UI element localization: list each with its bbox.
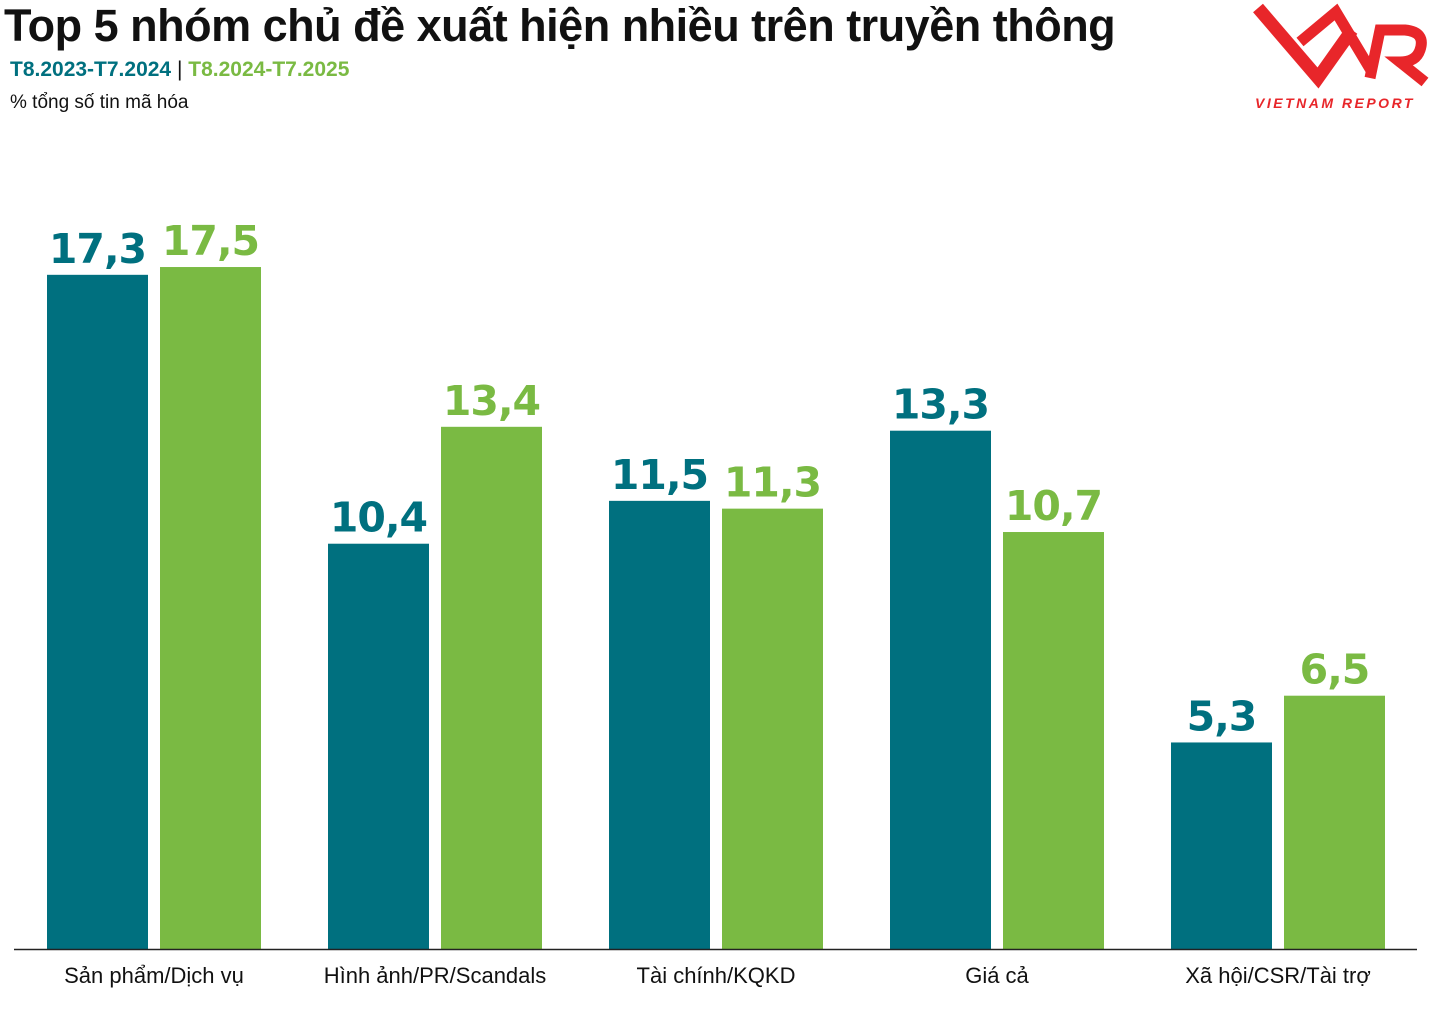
- value-label-series1-cat2: 10,4: [330, 494, 427, 542]
- bar-series2-cat1: [160, 267, 261, 949]
- logo-r-shape: [1364, 24, 1429, 87]
- legend: T8.2023-T7.2024 | T8.2024-T7.2025: [10, 58, 349, 82]
- legend-separator: |: [176, 58, 183, 81]
- bars-group: [47, 267, 1385, 950]
- category-label-4: Giá cả: [965, 963, 1029, 988]
- value-label-series2-cat4: 10,7: [1005, 482, 1102, 530]
- bar-series1-cat4: [890, 430, 991, 950]
- value-label-series2-cat2: 13,4: [443, 377, 540, 425]
- value-label-series1-cat3: 11,5: [611, 451, 708, 499]
- bar-series2-cat5: [1284, 695, 1385, 949]
- value-label-series1-cat1: 17,3: [49, 225, 146, 273]
- logo-v-shape: [1253, 3, 1358, 89]
- bar-series2-cat4: [1003, 532, 1104, 949]
- value-label-series2-cat5: 6,5: [1300, 646, 1370, 694]
- legend-series-2: T8.2024-T7.2025: [188, 58, 350, 81]
- bar-series2-cat3: [722, 508, 823, 949]
- value-label-series1-cat5: 5,3: [1187, 692, 1257, 740]
- bar-series1-cat3: [609, 500, 710, 949]
- value-label-series2-cat3: 11,3: [724, 459, 821, 507]
- bar-series1-cat1: [47, 274, 148, 950]
- category-label-5: Xã hội/CSR/Tài trợ: [1185, 963, 1371, 988]
- bar-series1-cat2: [328, 543, 429, 949]
- unit-label: % tổng số tin mã hóa: [10, 92, 189, 113]
- category-labels-group: Sản phẩm/Dịch vụ Hình ảnh/PR/Scandals Tài …: [64, 963, 1371, 988]
- category-label-3: Tài chính/KQKD: [637, 963, 796, 988]
- category-label-1: Sản phẩm/Dịch vụ: [64, 963, 244, 988]
- logo-text: VIETNAM REPORT: [1255, 95, 1415, 111]
- legend-series-1: T8.2023-T7.2024: [10, 58, 172, 81]
- value-label-series1-cat4: 13,3: [892, 381, 989, 429]
- logo-n-shape: [1296, 3, 1377, 75]
- bar-series1-cat5: [1171, 742, 1272, 949]
- value-label-series2-cat1: 17,5: [162, 217, 259, 265]
- chart-title: Top 5 nhóm chủ đề xuất hiện nhiều trên t…: [4, 0, 1116, 51]
- category-label-2: Hình ảnh/PR/Scandals: [324, 963, 547, 988]
- value-labels-group: 17,3 17,5 10,4 13,4 11,5 11,3 13,3 10,7 5,3 6,5: [49, 217, 1370, 740]
- vietnam-report-logo: VIETNAM REPORT: [1253, 3, 1429, 111]
- bar-series2-cat2: [441, 426, 542, 949]
